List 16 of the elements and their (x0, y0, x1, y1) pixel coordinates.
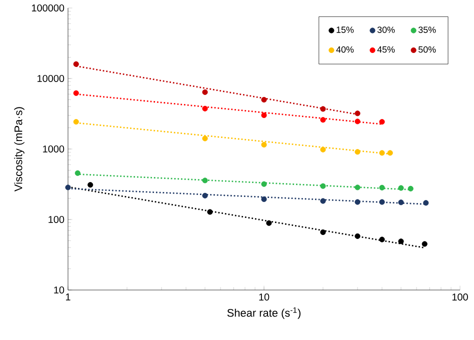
legend-label: 35% (418, 26, 436, 33)
legend-label: 40% (336, 46, 354, 53)
y-tick-label: 1000 (43, 145, 64, 153)
x-axis-title: Shear rate (s$^{-1}$) (227, 307, 300, 319)
legend-label: 30% (377, 26, 395, 33)
y-tick-label: 100000 (32, 4, 64, 12)
y-axis-title: Viscosity (mPa·s) (14, 107, 24, 192)
y-tick-label: 100 (48, 216, 64, 224)
legend-label: 45% (377, 46, 395, 53)
y-tick-label: 10 (54, 286, 64, 294)
x-tick-label: 100 (452, 294, 468, 301)
y-tick-label: 10000 (38, 74, 64, 82)
x-tick-label: 10 (259, 294, 270, 301)
legend-label: 50% (418, 46, 436, 53)
legend-label: 15% (336, 26, 354, 33)
x-tick-label: 1 (66, 294, 70, 300)
